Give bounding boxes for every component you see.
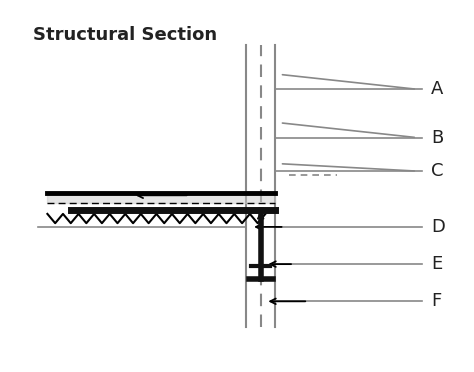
Text: F: F (431, 292, 442, 310)
Text: A: A (431, 80, 444, 98)
Text: Structural Section: Structural Section (33, 26, 217, 44)
Text: B: B (431, 129, 444, 147)
Text: E: E (431, 255, 443, 273)
Text: D: D (431, 218, 445, 236)
Text: C: C (431, 162, 444, 180)
